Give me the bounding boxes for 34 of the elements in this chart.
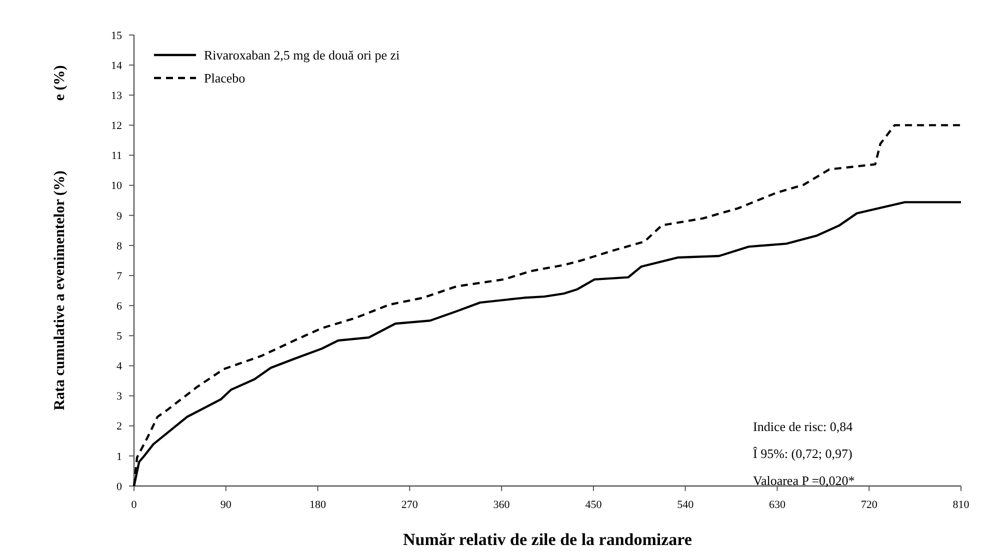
x-tick-label: 450: [585, 499, 602, 511]
y-tick-label: 1: [116, 450, 122, 463]
annotation: Valoarea P =0,020*: [753, 473, 855, 488]
y-tick-label: 8: [116, 240, 122, 252]
y-tick-label: 10: [111, 180, 122, 192]
x-axis-title: Număr relativ de zile de la randomizare: [403, 530, 692, 549]
x-tick-label: 630: [768, 499, 786, 511]
y-tick-label: 7: [116, 270, 122, 282]
y-tick-label: 13: [111, 90, 122, 102]
y-tick-label: 3: [116, 390, 122, 403]
y-tick-label: 15: [111, 30, 122, 42]
annotation: Î 95%: (0,72; 0,97): [753, 446, 852, 461]
y-axis-title: Rata cumulative a evenimentelor (%): [52, 170, 68, 410]
annotation: Indice de risc: 0,84: [753, 419, 854, 434]
x-tick-label: 360: [493, 499, 510, 511]
x-tick-label: 90: [220, 499, 232, 511]
y-tick-label: 5: [116, 330, 122, 343]
legend-label: Rivaroxaban 2,5 mg de două ori pe zi: [204, 48, 400, 63]
y-tick-label: 9: [116, 210, 122, 222]
y-tick-label: 14: [111, 60, 122, 72]
x-tick-label: 540: [677, 499, 694, 511]
legend-label: Placebo: [204, 70, 246, 86]
x-tick-label: 270: [401, 499, 418, 511]
y-tick-label: 4: [116, 360, 122, 373]
x-tick-label: 0: [131, 499, 138, 511]
x-tick-label: 810: [952, 499, 970, 511]
y-tick-label: 2: [116, 420, 122, 433]
y-tick-label: 6: [116, 300, 122, 312]
x-tick-label: 180: [310, 499, 327, 511]
text: e (%): [52, 65, 68, 101]
y-tick-label: 11: [111, 150, 122, 162]
y-tick-label: 12: [111, 120, 122, 132]
x-tick-label: 720: [860, 499, 878, 511]
y-tick-label: 0: [116, 480, 122, 493]
